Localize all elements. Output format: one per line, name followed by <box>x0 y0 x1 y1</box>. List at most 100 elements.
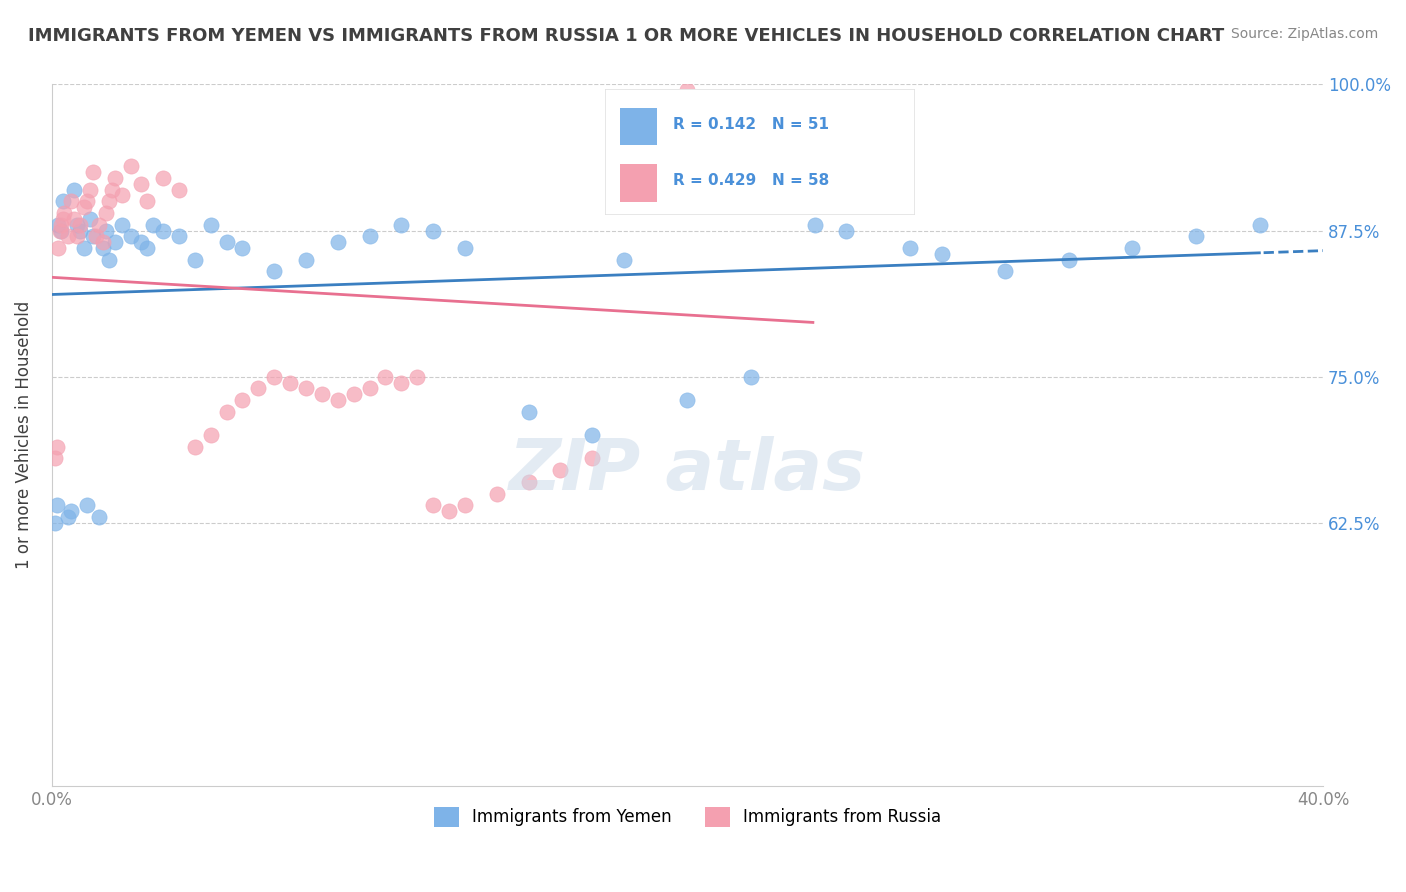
Point <box>142 218 165 232</box>
Point <box>1185 229 1208 244</box>
Point <box>46 218 69 232</box>
Point <box>45 440 67 454</box>
Point <box>129 177 152 191</box>
Point <box>63 211 86 226</box>
Point <box>644 177 666 191</box>
Point <box>278 376 301 390</box>
FancyBboxPatch shape <box>620 108 657 145</box>
Point <box>45 498 67 512</box>
Point <box>200 428 222 442</box>
Point <box>120 159 142 173</box>
Point <box>343 387 366 401</box>
Point <box>676 83 699 97</box>
Point <box>63 183 86 197</box>
Point <box>79 211 101 226</box>
Point <box>374 369 396 384</box>
Point <box>295 381 318 395</box>
FancyBboxPatch shape <box>620 164 657 202</box>
Point <box>97 252 120 267</box>
Point <box>437 504 460 518</box>
Point <box>581 451 603 466</box>
Point <box>136 194 159 209</box>
Point <box>51 223 73 237</box>
Point <box>66 229 89 244</box>
Point <box>79 183 101 197</box>
Point <box>89 218 111 232</box>
Point <box>454 241 477 255</box>
Point <box>167 229 190 244</box>
Point <box>803 136 825 150</box>
Point <box>550 463 572 477</box>
Point <box>59 194 82 209</box>
Point <box>91 235 114 250</box>
Point <box>311 387 333 401</box>
Point <box>69 218 91 232</box>
Point <box>89 510 111 524</box>
Point <box>66 218 89 232</box>
Point <box>72 200 94 214</box>
Point <box>454 498 477 512</box>
Point <box>581 428 603 442</box>
Point <box>46 241 69 255</box>
Point <box>772 124 794 138</box>
Point <box>53 206 76 220</box>
Point <box>76 194 98 209</box>
Point <box>167 183 190 197</box>
Point <box>152 223 174 237</box>
Point <box>1057 252 1080 267</box>
Point <box>898 241 921 255</box>
Point <box>326 392 349 407</box>
Point <box>59 504 82 518</box>
Point <box>215 405 238 419</box>
Point <box>485 486 508 500</box>
Point <box>231 392 253 407</box>
Point <box>56 510 79 524</box>
Point <box>931 247 953 261</box>
Point <box>1121 241 1143 255</box>
Text: Source: ZipAtlas.com: Source: ZipAtlas.com <box>1230 27 1378 41</box>
Point <box>200 218 222 232</box>
Point <box>613 252 636 267</box>
Point <box>111 188 134 202</box>
Point <box>676 392 699 407</box>
Point <box>406 369 429 384</box>
Point <box>152 170 174 185</box>
Point <box>835 223 858 237</box>
Point <box>52 194 75 209</box>
Text: R = 0.429   N = 58: R = 0.429 N = 58 <box>672 173 830 188</box>
Legend: Immigrants from Yemen, Immigrants from Russia: Immigrants from Yemen, Immigrants from R… <box>427 800 948 833</box>
Point <box>129 235 152 250</box>
Point <box>120 229 142 244</box>
Point <box>215 235 238 250</box>
Point <box>82 165 104 179</box>
Point <box>740 112 762 127</box>
Point <box>82 229 104 244</box>
Point <box>709 101 731 115</box>
Point <box>184 252 207 267</box>
Point <box>48 223 70 237</box>
Point <box>422 498 444 512</box>
Point <box>72 241 94 255</box>
Point <box>326 235 349 250</box>
Point <box>389 218 412 232</box>
Point <box>263 369 285 384</box>
Text: IMMIGRANTS FROM YEMEN VS IMMIGRANTS FROM RUSSIA 1 OR MORE VEHICLES IN HOUSEHOLD : IMMIGRANTS FROM YEMEN VS IMMIGRANTS FROM… <box>28 27 1225 45</box>
Point <box>94 206 117 220</box>
Point <box>517 475 540 489</box>
Point <box>184 440 207 454</box>
Point <box>613 170 636 185</box>
Point <box>247 381 270 395</box>
Point <box>94 223 117 237</box>
Point <box>389 376 412 390</box>
Point <box>69 223 91 237</box>
Point <box>422 223 444 237</box>
Point <box>76 498 98 512</box>
Point <box>136 241 159 255</box>
Point <box>91 241 114 255</box>
Point <box>52 211 75 226</box>
Text: ZIP atlas: ZIP atlas <box>509 435 866 505</box>
Point <box>101 183 124 197</box>
Point <box>231 241 253 255</box>
Y-axis label: 1 or more Vehicles in Household: 1 or more Vehicles in Household <box>15 301 32 569</box>
Point <box>97 194 120 209</box>
